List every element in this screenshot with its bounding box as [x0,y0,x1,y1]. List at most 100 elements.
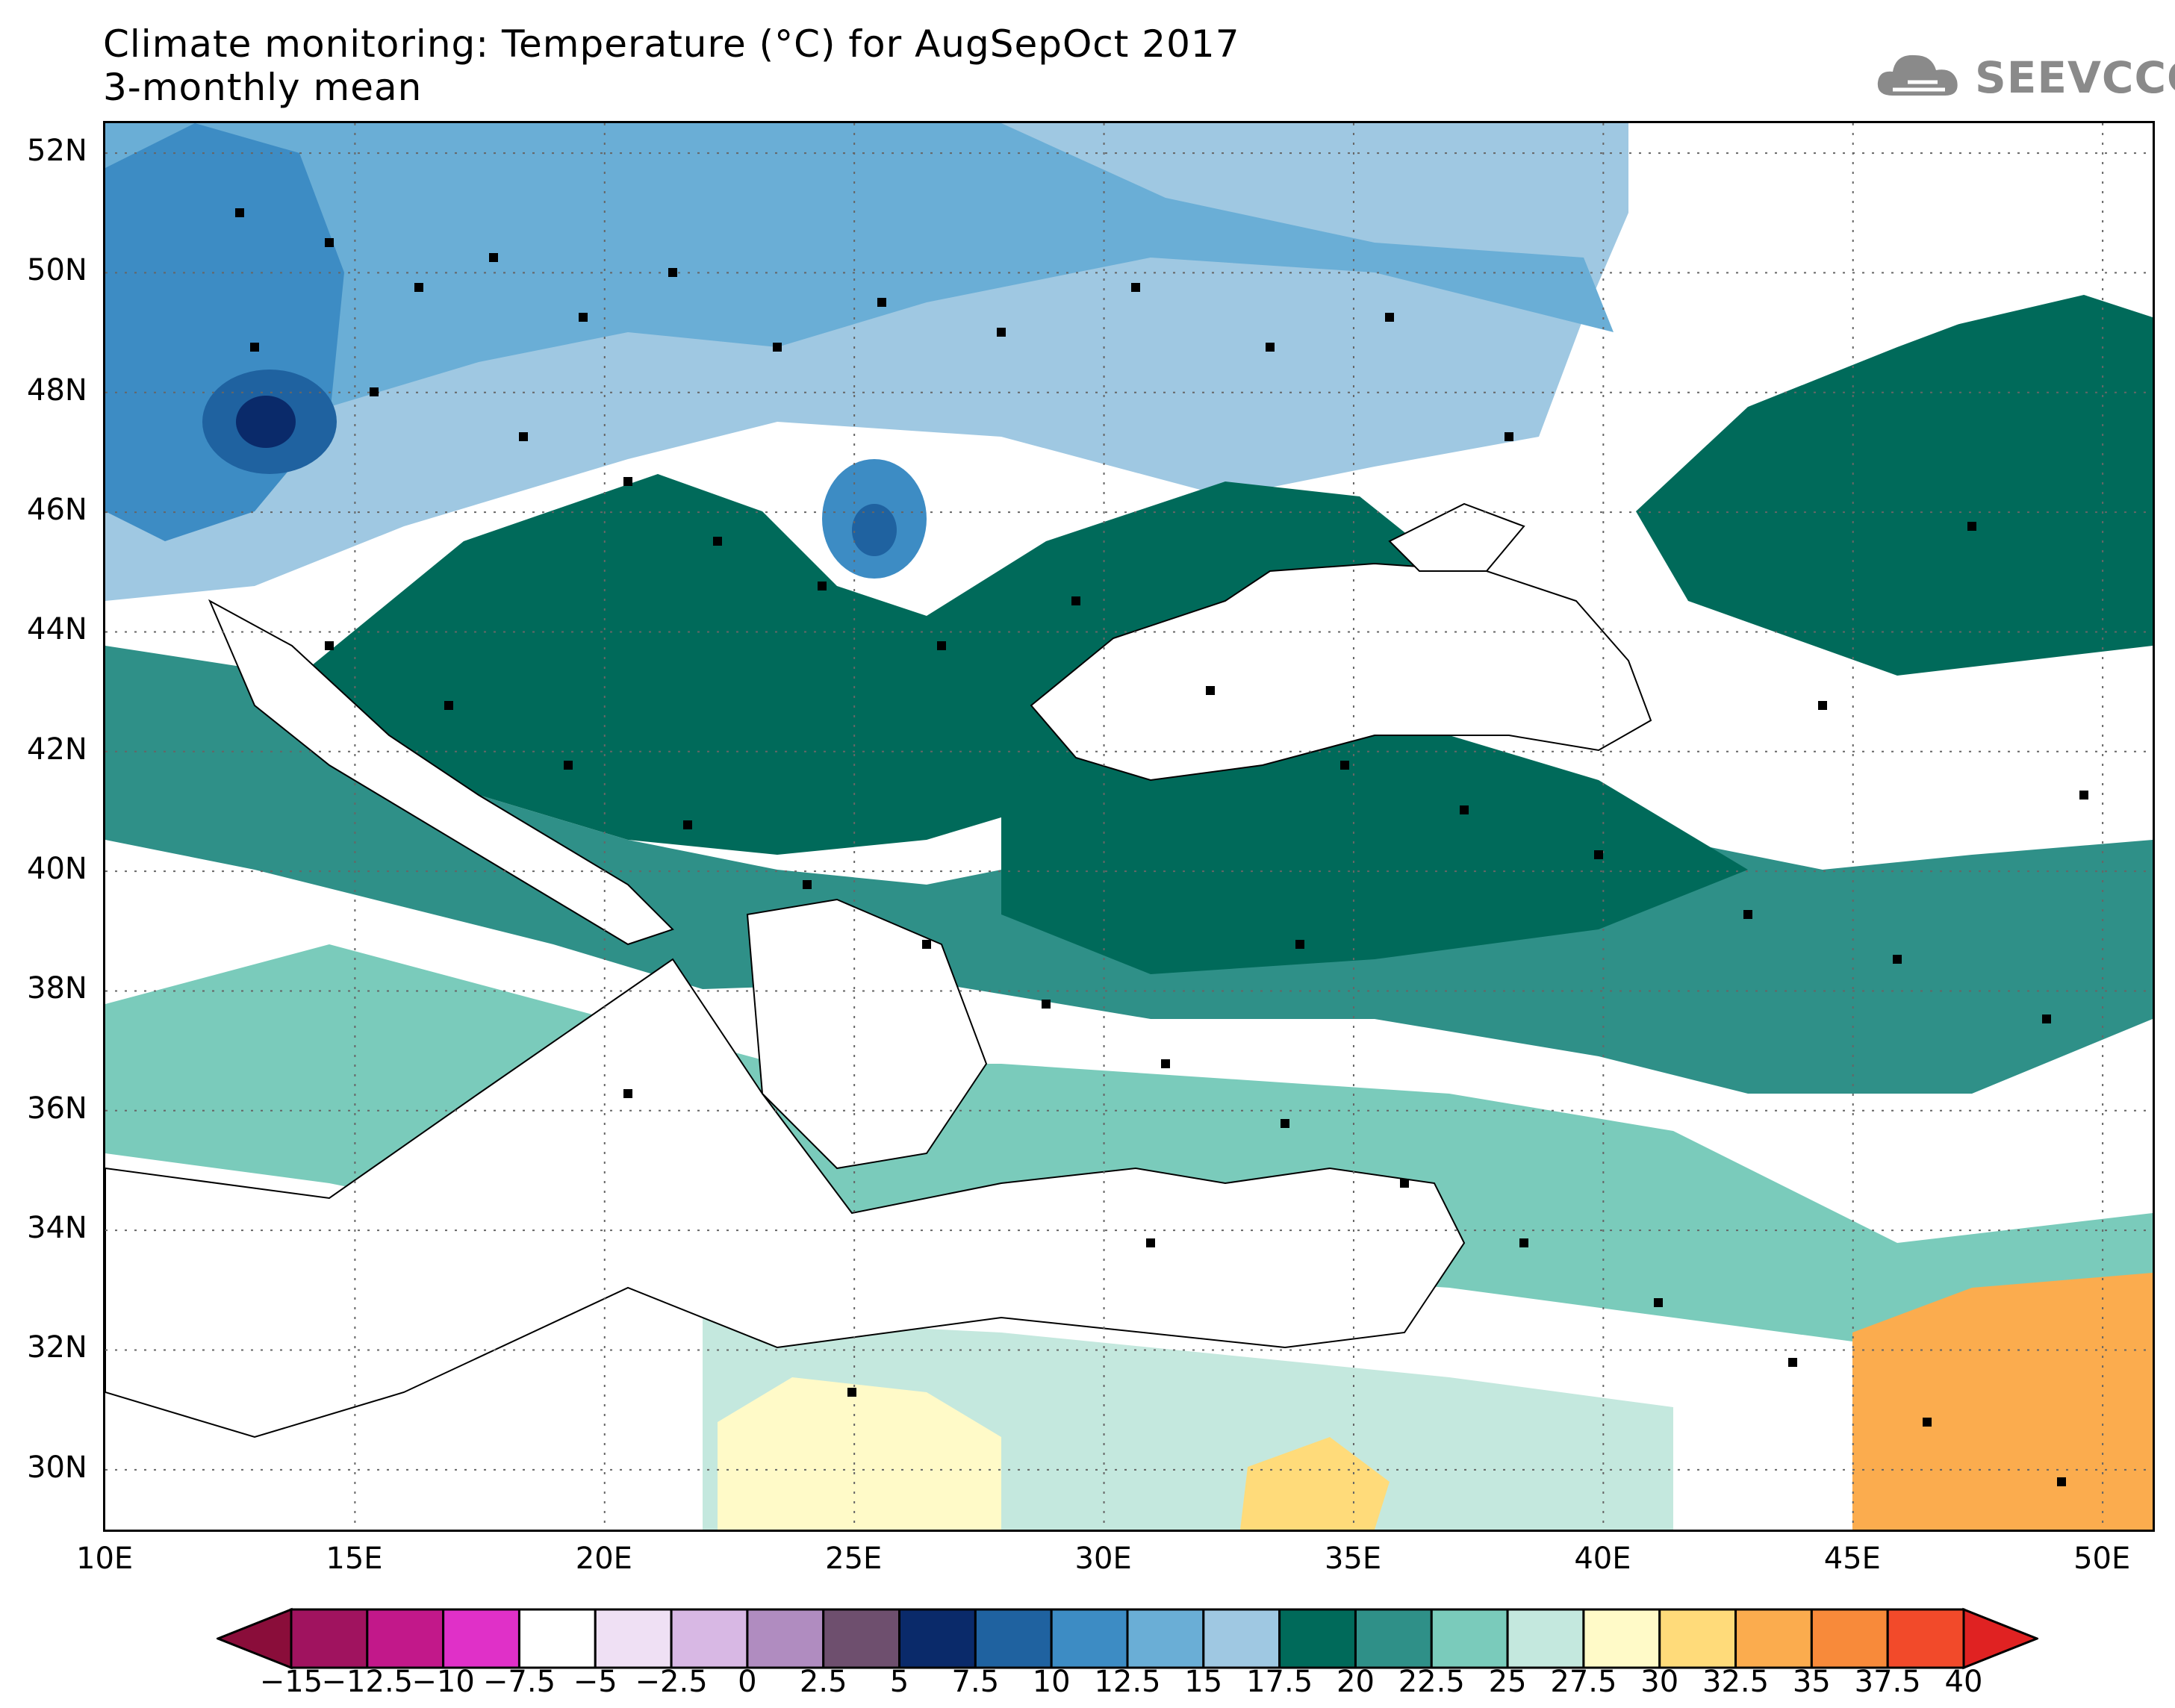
station-marker [1266,343,1275,352]
lat-tick-label: 52N [27,134,87,169]
station-marker [877,298,886,307]
lon-tick-label: 20E [575,1542,632,1576]
colorbar-swatch [366,1608,445,1669]
temperature-map [105,123,2153,1530]
station-marker [773,343,782,352]
colorbar-tick-label: −15 [259,1665,323,1699]
colorbar-swatch [670,1608,749,1669]
lat-tick-label: 38N [27,971,87,1006]
colorbar-tick-label: 32.5 [1702,1665,1770,1699]
lat-tick-label: 34N [27,1211,87,1246]
black-sea [1030,562,1652,782]
station-marker [1519,1238,1528,1247]
colorbar-tick-label: 27.5 [1550,1665,1617,1699]
lat-tick-label: 44N [27,612,87,647]
station-marker [579,313,588,322]
station-marker [1923,1418,1932,1427]
station-markers [235,208,2088,1486]
colorbar-swatch [1734,1608,1813,1669]
colorbar-tick-label: −5 [573,1665,617,1699]
map-area [103,121,2155,1532]
colorbar-swatch [1278,1608,1357,1669]
lon-tick-label: 10E [76,1542,134,1576]
colorbar-swatch [822,1608,901,1669]
station-marker [1967,522,1976,531]
sea-of-azov [1388,502,1525,572]
station-marker [623,477,632,486]
station-marker [1893,955,1902,964]
seevccc-logo: SEEVCCC [1870,43,2175,110]
colorbar-tick-label: 0 [738,1665,757,1699]
mediterranean-sea [105,958,1466,1439]
station-marker [325,238,334,247]
station-marker [519,432,528,441]
field-turkey-plateau [1001,720,1748,974]
colorbar-swatch [290,1608,369,1669]
colorbar-tick-label: 12.5 [1094,1665,1161,1699]
field-17.5-20-east [1636,295,2153,676]
station-marker [235,208,244,217]
station-marker [250,343,259,352]
station-marker [1161,1059,1170,1068]
lon-tick-label: 40E [1574,1542,1631,1576]
colorbar-tick-label: 37.5 [1854,1665,1921,1699]
station-marker [1042,1000,1051,1009]
field-30-32.5-libya [718,1377,1001,1530]
station-marker [1146,1238,1155,1247]
station-marker [803,880,812,889]
colorbar-tick-label: −10 [411,1665,475,1699]
station-marker [623,1089,632,1098]
colorbar-swatch [442,1608,520,1669]
lat-tick-label: 42N [27,732,87,767]
lon-tick-label: 30E [1074,1542,1132,1576]
station-marker [997,328,1006,337]
colorbar-swatch [974,1608,1053,1669]
station-marker [370,387,379,396]
colorbar-tick-label: 15 [1184,1665,1223,1699]
colorbar-swatch [1354,1608,1433,1669]
colorbar-swatch [1810,1608,1889,1669]
colorbar-tick-label: −12.5 [321,1665,414,1699]
colorbar-low-extension [217,1607,293,1670]
colorbar-tick-label: −7.5 [482,1665,556,1699]
station-marker [1131,283,1140,292]
station-marker [818,582,827,590]
title-line-2: 3-monthly mean [103,66,423,109]
station-marker [1295,940,1304,949]
station-marker [2042,1014,2051,1023]
station-marker [1340,761,1349,770]
colorbar-high-extension [1962,1607,2038,1670]
station-marker [1743,910,1752,919]
station-marker [1818,701,1827,710]
lat-tick-label: 50N [27,253,87,288]
station-marker [1654,1298,1663,1307]
station-marker [683,820,692,829]
aegean-sea [746,898,988,1170]
lat-tick-label: 32N [27,1330,87,1365]
title-line-1: Climate monitoring: Temperature (°C) for… [103,22,1240,66]
colorbar-tick-label: 22.5 [1398,1665,1465,1699]
station-marker [325,641,334,650]
lat-tick-label: 48N [27,373,87,408]
chart-title: Climate monitoring: Temperature (°C) for… [103,22,1240,109]
station-marker [1281,1119,1289,1128]
colorbar-tick-label: 2.5 [799,1665,847,1699]
station-marker [564,761,573,770]
station-marker [1460,805,1469,814]
colorbar-swatch [594,1608,673,1669]
colorbar-tick-label: 10 [1032,1665,1071,1699]
colorbar-swatch [1126,1608,1205,1669]
colorbar-tick-label: 20 [1337,1665,1375,1699]
cold-center-carpathians [852,504,897,556]
colorbar-tick-label: −2.5 [635,1665,708,1699]
colorbar [217,1607,2038,1670]
colorbar-swatch [1506,1608,1585,1669]
graticule [105,123,2153,1530]
station-marker [1385,313,1394,322]
colorbar-tick-label: 35 [1792,1665,1831,1699]
station-marker [444,701,453,710]
station-marker [1400,1179,1409,1188]
field-12.5-15-north [105,123,1614,422]
lon-tick-label: 15E [326,1542,383,1576]
lon-tick-label: 25E [825,1542,883,1576]
